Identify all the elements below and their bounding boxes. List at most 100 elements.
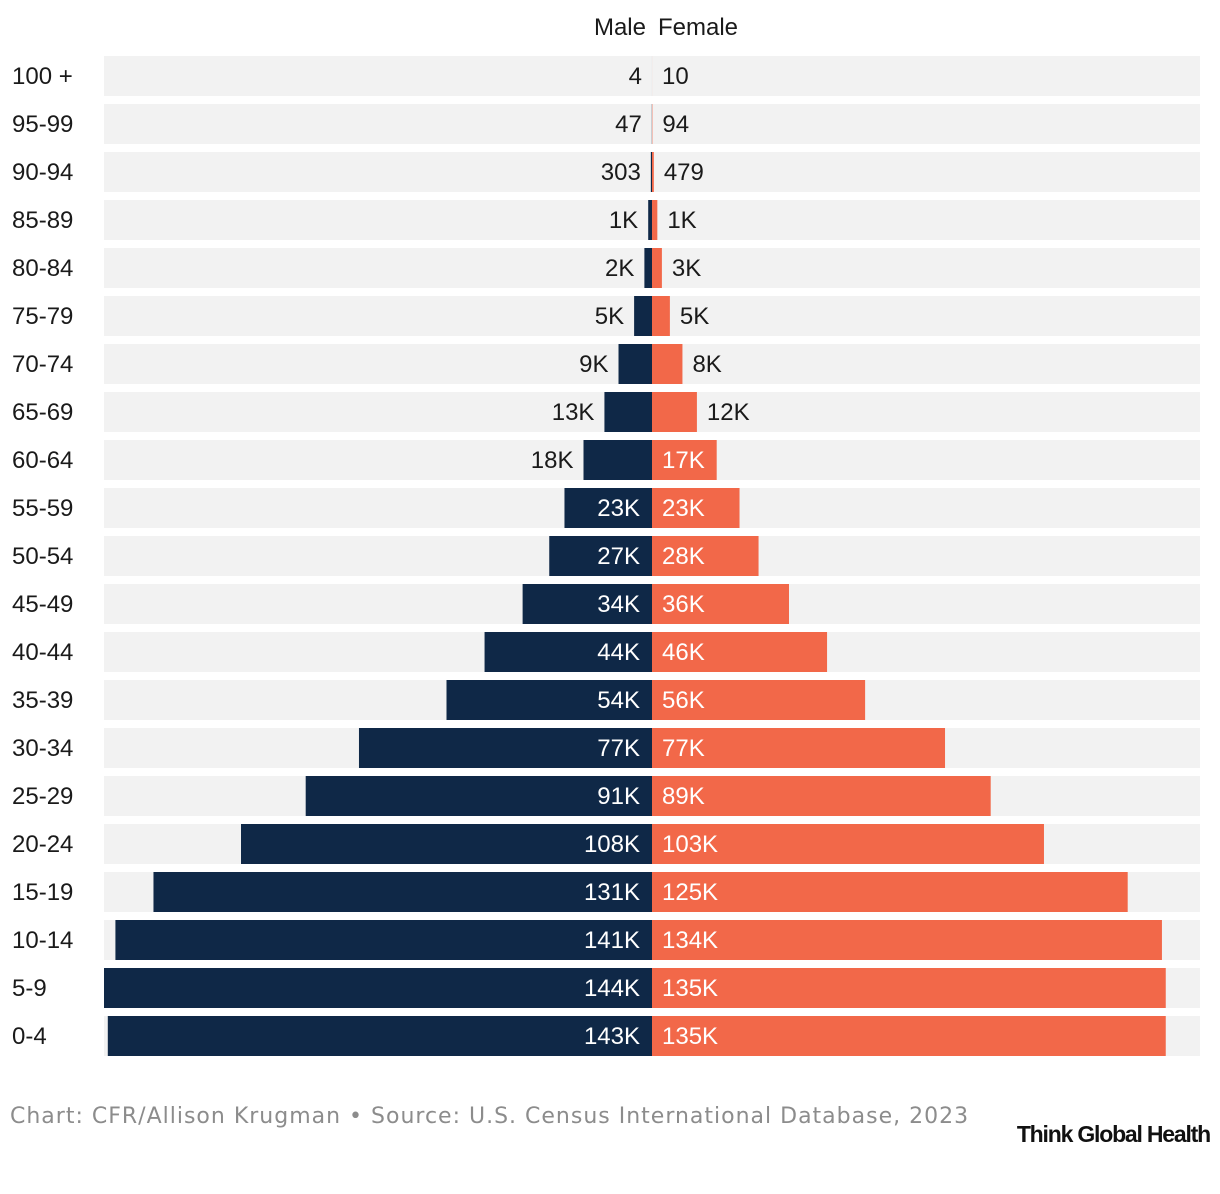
age-group-label: 40-44: [12, 639, 73, 666]
female-value-label: 94: [662, 111, 689, 138]
female-value-label: 1K: [667, 207, 696, 234]
age-group-label: 75-79: [12, 303, 73, 330]
male-bar: [305, 776, 652, 816]
female-bar: [652, 536, 759, 576]
male-value-label: 141K: [584, 927, 640, 954]
female-value-label: 125K: [662, 879, 718, 906]
male-value-label: 91K: [597, 783, 640, 810]
age-group-label: 0-4: [12, 1023, 47, 1050]
male-value-label: 77K: [597, 735, 640, 762]
male-bar: [648, 200, 652, 240]
female-value-label: 3K: [672, 255, 701, 282]
age-group-label: 30-34: [12, 735, 73, 762]
age-group-label: 95-99: [12, 111, 73, 138]
male-value-label: 4: [629, 63, 642, 90]
female-bar: [652, 200, 658, 240]
age-group-label: 10-14: [12, 927, 73, 954]
female-bar: [652, 920, 1162, 960]
female-value-label: 134K: [662, 927, 718, 954]
male-value-label: 131K: [584, 879, 640, 906]
male-bar: [604, 392, 652, 432]
male-bar: [583, 440, 652, 480]
male-bar: [618, 344, 652, 384]
female-bar: [652, 968, 1166, 1008]
female-bar: [652, 296, 670, 336]
female-value-label: 12K: [707, 399, 750, 426]
male-value-label: 108K: [584, 831, 640, 858]
female-value-label: 56K: [662, 687, 705, 714]
female-value-label: 36K: [662, 591, 705, 618]
legend-female-label: Female: [658, 14, 738, 41]
female-value-label: 89K: [662, 783, 705, 810]
male-value-label: 303: [601, 159, 641, 186]
age-group-label: 50-54: [12, 543, 73, 570]
female-bar: [652, 440, 717, 480]
male-value-label: 9K: [579, 351, 608, 378]
female-bar: [652, 488, 740, 528]
male-value-label: 143K: [584, 1023, 640, 1050]
age-group-label: 25-29: [12, 783, 73, 810]
female-bar: [652, 728, 946, 768]
population-pyramid-chart: Male Female 100 + 4 10 95-99 47 94 90-94 303 479 85…: [12, 14, 1200, 1056]
age-group-label: 60-64: [12, 447, 73, 474]
age-group-label: 20-24: [12, 831, 73, 858]
male-bar: [115, 920, 652, 960]
male-bar: [241, 824, 652, 864]
female-value-label: 17K: [662, 447, 705, 474]
male-bar: [644, 248, 652, 288]
male-value-label: 44K: [597, 639, 640, 666]
male-value-label: 23K: [597, 495, 640, 522]
age-group-label: 55-59: [12, 495, 73, 522]
female-value-label: 8K: [692, 351, 721, 378]
female-value-label: 46K: [662, 639, 705, 666]
female-bar: [652, 152, 654, 192]
male-bar: [650, 152, 652, 192]
female-bar: [652, 824, 1044, 864]
female-bar: [652, 680, 866, 720]
age-group-label: 5-9: [12, 975, 47, 1002]
male-bar: [634, 296, 652, 336]
male-bar: [446, 680, 652, 720]
male-bar: [522, 584, 652, 624]
age-group-label: 90-94: [12, 159, 73, 186]
male-bar: [564, 488, 652, 528]
male-value-label: 18K: [531, 447, 574, 474]
age-group-label: 100 +: [12, 63, 73, 90]
male-bar: [104, 968, 652, 1008]
male-value-label: 27K: [597, 543, 640, 570]
female-bar: [652, 248, 662, 288]
female-bar: [652, 344, 683, 384]
female-bar: [652, 1016, 1166, 1056]
female-value-label: 77K: [662, 735, 705, 762]
male-bar: [549, 536, 652, 576]
female-value-label: 135K: [662, 975, 718, 1002]
female-value-label: 5K: [680, 303, 709, 330]
age-group-label: 80-84: [12, 255, 73, 282]
male-value-label: 34K: [597, 591, 640, 618]
male-bar: [153, 872, 652, 912]
male-value-label: 13K: [552, 399, 595, 426]
female-value-label: 135K: [662, 1023, 718, 1050]
age-group-label: 15-19: [12, 879, 73, 906]
legend-male-label: Male: [594, 14, 646, 41]
age-group-label: 45-49: [12, 591, 73, 618]
female-value-label: 479: [664, 159, 704, 186]
male-value-label: 2K: [605, 255, 634, 282]
think-global-health-logo: Think Global Health: [1016, 1121, 1211, 1147]
male-value-label: 1K: [609, 207, 638, 234]
male-value-label: 144K: [584, 975, 640, 1002]
female-value-label: 10: [662, 63, 689, 90]
female-bar: [652, 584, 789, 624]
male-bar: [107, 1016, 653, 1056]
female-bar: [652, 872, 1128, 912]
female-value-label: 23K: [662, 495, 705, 522]
female-bar: [652, 632, 828, 672]
female-value-label: 28K: [662, 543, 705, 570]
female-bar: [652, 776, 991, 816]
male-bar: [484, 632, 652, 672]
male-value-label: 5K: [595, 303, 624, 330]
age-group-label: 70-74: [12, 351, 73, 378]
chart-credit: Chart: CFR/Allison Krugman • Source: U.S…: [10, 1104, 970, 1129]
age-group-label: 35-39: [12, 687, 73, 714]
male-value-label: 47: [615, 111, 642, 138]
